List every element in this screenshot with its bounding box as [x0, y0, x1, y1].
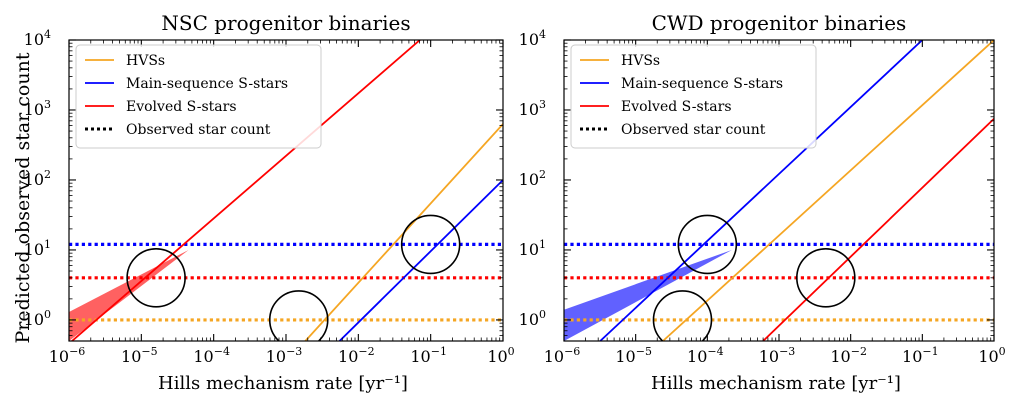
highlight-circle: [268, 290, 329, 341]
legend-label-observed-star-count: Observed star count: [621, 122, 766, 138]
legend: HVSs Main-sequence S-stars Evolved S-stars…: [570, 44, 817, 149]
plot-area: [69, 40, 503, 341]
legend-label-evolved-s-stars: Evolved S-stars: [621, 99, 732, 115]
minor-ticks: [564, 40, 994, 341]
x-tick-label: 100: [487, 345, 514, 366]
legend-label-observed-star-count: Observed star count: [126, 122, 271, 138]
x-tick-label: 10−1: [902, 345, 939, 366]
chart-title: CWD progenitor binaries: [652, 11, 907, 35]
x-tick-label: 10−4: [687, 345, 724, 366]
x-tick-label: 10−5: [121, 345, 158, 366]
x-tick-label: 10−1: [410, 345, 447, 366]
x-tick-label: 10−6: [49, 345, 86, 366]
minor-ticks: [69, 40, 503, 341]
highlight-circle: [677, 214, 738, 275]
line-hvss: [662, 40, 994, 341]
legend-label-hvss: HVSs: [126, 53, 165, 69]
legend-label-main-sequence-s-stars: Main-sequence S-stars: [126, 76, 288, 92]
highlight-circle: [796, 247, 856, 308]
highlight-circle: [400, 214, 461, 275]
legend-box: [570, 44, 817, 149]
panel-nsc: 10−6 10−5 10−4 10−3 10−2 10−1 100 100 101 102 103 1…: [24, 11, 515, 394]
x-tick-label: 10−2: [830, 345, 867, 366]
x-axis-label: Hills mechanism rate [yr⁻¹]: [651, 373, 901, 394]
y-tick-label: 102: [519, 168, 546, 189]
panel-cwd: 10−6 10−5 10−4 10−3 10−2 10−1 100 100 101 102 103 1…: [519, 11, 1006, 394]
x-axis-label: Hills mechanism rate [yr⁻¹]: [158, 373, 408, 394]
plot-area: [564, 40, 994, 341]
x-tick-label: 10−3: [759, 345, 796, 366]
x-tick-label: 10−3: [266, 345, 303, 366]
legend-label-evolved-s-stars: Evolved S-stars: [126, 99, 237, 115]
highlight-circle: [126, 247, 186, 308]
figure-ylabel: Predicted observed star count: [12, 52, 34, 343]
x-tick-label: 10−4: [193, 345, 230, 366]
y-tick-label: 100: [24, 308, 51, 329]
legend-label-hvss: HVSs: [621, 53, 660, 69]
legend-box: [75, 44, 322, 149]
line-evolved-s-stars: [762, 118, 994, 341]
legend: HVSs Main-sequence S-stars Evolved S-stars…: [75, 44, 322, 149]
y-tick-label: 104: [24, 28, 51, 49]
y-tick-label: 102: [24, 168, 51, 189]
line-main-sequence-s-stars: [599, 40, 923, 341]
y-tick-label: 103: [519, 98, 546, 119]
x-tick-label: 10−6: [544, 345, 581, 366]
x-tick-label: 10−5: [615, 345, 652, 366]
line-main-sequence-s-stars: [338, 179, 503, 341]
band-hvss: [260, 239, 365, 341]
y-tick-label: 104: [519, 28, 546, 49]
x-tick-label: 100: [978, 345, 1005, 366]
y-tick-label: 103: [24, 98, 51, 119]
x-tick-label: 10−2: [338, 345, 375, 366]
highlight-circle: [652, 290, 713, 341]
y-tick-label: 101: [24, 238, 51, 259]
y-tick-label: 100: [519, 308, 546, 329]
legend-label-main-sequence-s-stars: Main-sequence S-stars: [621, 76, 783, 92]
chart-title: NSC progenitor binaries: [161, 11, 410, 35]
y-tick-label: 101: [519, 238, 546, 259]
